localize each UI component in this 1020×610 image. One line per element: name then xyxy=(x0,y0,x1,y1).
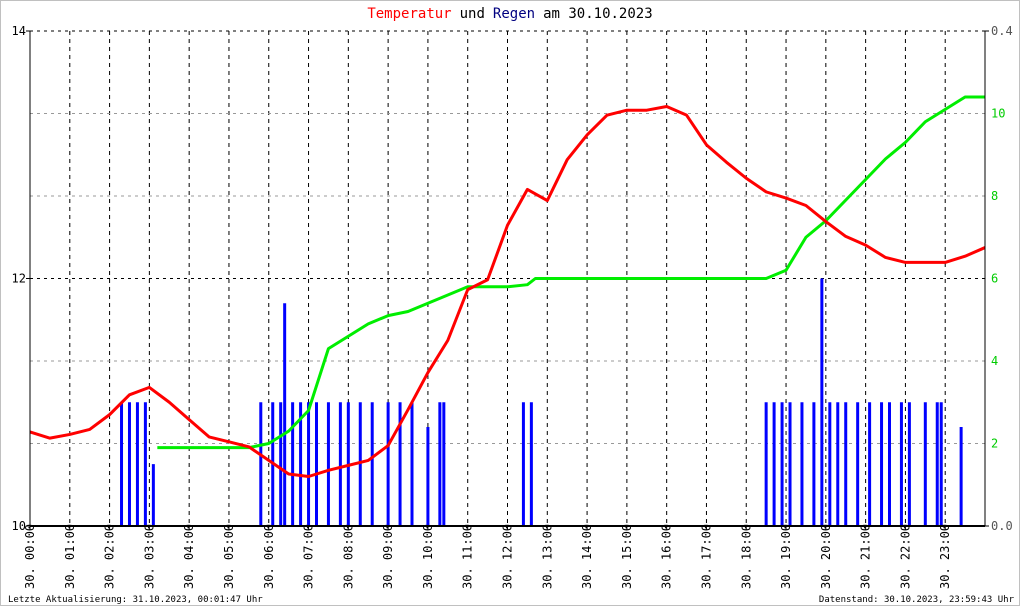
rain-bar xyxy=(426,427,430,526)
chart-title: Temperatur und Regen am 30.10.2023 xyxy=(367,6,652,22)
title-part: und xyxy=(460,6,485,22)
rain-bar xyxy=(521,402,525,526)
x-tick-label: 30. 17:00 xyxy=(699,524,713,589)
x-tick-label: 30. 01:00 xyxy=(63,524,77,589)
x-tick-label: 30. 12:00 xyxy=(501,524,515,589)
rain-bar xyxy=(338,402,342,526)
x-tick-label: 30. 13:00 xyxy=(540,524,554,589)
update-note: Letzte Aktualisierung: 31.10.2023, 00:01… xyxy=(8,595,263,605)
rain-bar xyxy=(856,402,860,526)
title-part: Temperatur xyxy=(367,6,451,22)
x-tick-label: 30. 20:00 xyxy=(819,524,833,589)
rain-bar xyxy=(907,402,911,526)
y-tick-label: 12 xyxy=(12,272,26,286)
x-tick-label: 30. 21:00 xyxy=(859,524,873,589)
x-tick-label: 30. 14:00 xyxy=(580,524,594,589)
rain-bar xyxy=(442,402,446,526)
data-line xyxy=(29,104,986,478)
x-tick-label: 30. 02:00 xyxy=(103,524,117,589)
x-tick-label: 30. 04:00 xyxy=(182,524,196,589)
rain-bar xyxy=(780,402,784,526)
x-tick-label: 30. 23:00 xyxy=(938,524,952,589)
x-tick-label: 30. 07:00 xyxy=(302,524,316,589)
x-tick-label: 30. 16:00 xyxy=(660,524,674,589)
rain-bar xyxy=(788,402,792,526)
rain-bar xyxy=(959,427,963,526)
x-tick-label: 30. 00:00 xyxy=(23,524,37,589)
rain-bar xyxy=(764,402,768,526)
x-tick-label: 30. 18:00 xyxy=(739,524,753,589)
x-tick-label: 30. 15:00 xyxy=(620,524,634,589)
y3-tick-label: 8 xyxy=(991,189,998,203)
rain-bar xyxy=(315,402,318,526)
x-tick-label: 30. 05:00 xyxy=(222,524,236,589)
y2-tick-label: 0.0 xyxy=(991,519,1013,533)
y3-tick-label: 2 xyxy=(991,437,998,451)
y2-tick-label: 0.4 xyxy=(991,24,1013,38)
rain-bar xyxy=(529,402,533,526)
rain-bar xyxy=(358,402,362,526)
rain-bar xyxy=(291,402,295,526)
x-tick-label: 30. 03:00 xyxy=(142,524,156,589)
rain-bar xyxy=(844,402,848,526)
rain-bar xyxy=(880,402,884,526)
rain-bar xyxy=(151,464,155,526)
x-tick-label: 30. 06:00 xyxy=(262,524,276,589)
rain-bar xyxy=(899,402,903,526)
x-tick-label: 30. 19:00 xyxy=(779,524,793,589)
rain-bar xyxy=(299,402,303,526)
rain-bar xyxy=(307,402,311,526)
rain-bar xyxy=(410,402,414,526)
rain-bar xyxy=(143,402,147,526)
y3-tick-label: 10 xyxy=(991,107,1005,121)
rain-bar xyxy=(888,402,891,526)
rain-bar xyxy=(939,402,943,526)
data-note: Datenstand: 30.10.2023, 23:59:43 Uhr xyxy=(819,595,1015,605)
rain-bar xyxy=(120,402,124,526)
rain-bar xyxy=(283,303,287,526)
title-part: am 30.10.2023 xyxy=(543,6,653,22)
rain-bar xyxy=(127,402,131,526)
rain-bar xyxy=(135,402,139,526)
rain-bar xyxy=(828,402,832,526)
rain-bar xyxy=(820,278,824,526)
y-tick-label: 10 xyxy=(12,519,26,533)
x-tick-label: 30. 09:00 xyxy=(381,524,395,589)
rain-bar xyxy=(438,402,442,526)
rain-bar xyxy=(259,402,263,526)
rain-bar xyxy=(868,402,872,526)
rain-bar xyxy=(812,402,816,526)
y-tick-label: 14 xyxy=(12,24,26,38)
y3-tick-label: 4 xyxy=(991,354,998,368)
x-tick-label: 30. 08:00 xyxy=(341,524,355,589)
y3-tick-label: 6 xyxy=(991,272,998,286)
rain-bar xyxy=(279,402,283,526)
rain-bar xyxy=(836,402,840,526)
rain-bar xyxy=(386,402,390,526)
x-tick-label: 30. 11:00 xyxy=(461,524,475,589)
title-part: Regen xyxy=(493,6,535,22)
rain-bar xyxy=(370,402,374,526)
rain-bar xyxy=(800,402,804,526)
rain-bar xyxy=(772,402,776,526)
x-tick-label: 30. 22:00 xyxy=(898,524,912,589)
data-line xyxy=(157,95,985,450)
x-tick-label: 30. 10:00 xyxy=(421,524,435,589)
rain-bar xyxy=(935,402,939,526)
rain-bar xyxy=(326,402,330,526)
rain-bar xyxy=(398,402,402,526)
rain-bar xyxy=(923,402,927,526)
